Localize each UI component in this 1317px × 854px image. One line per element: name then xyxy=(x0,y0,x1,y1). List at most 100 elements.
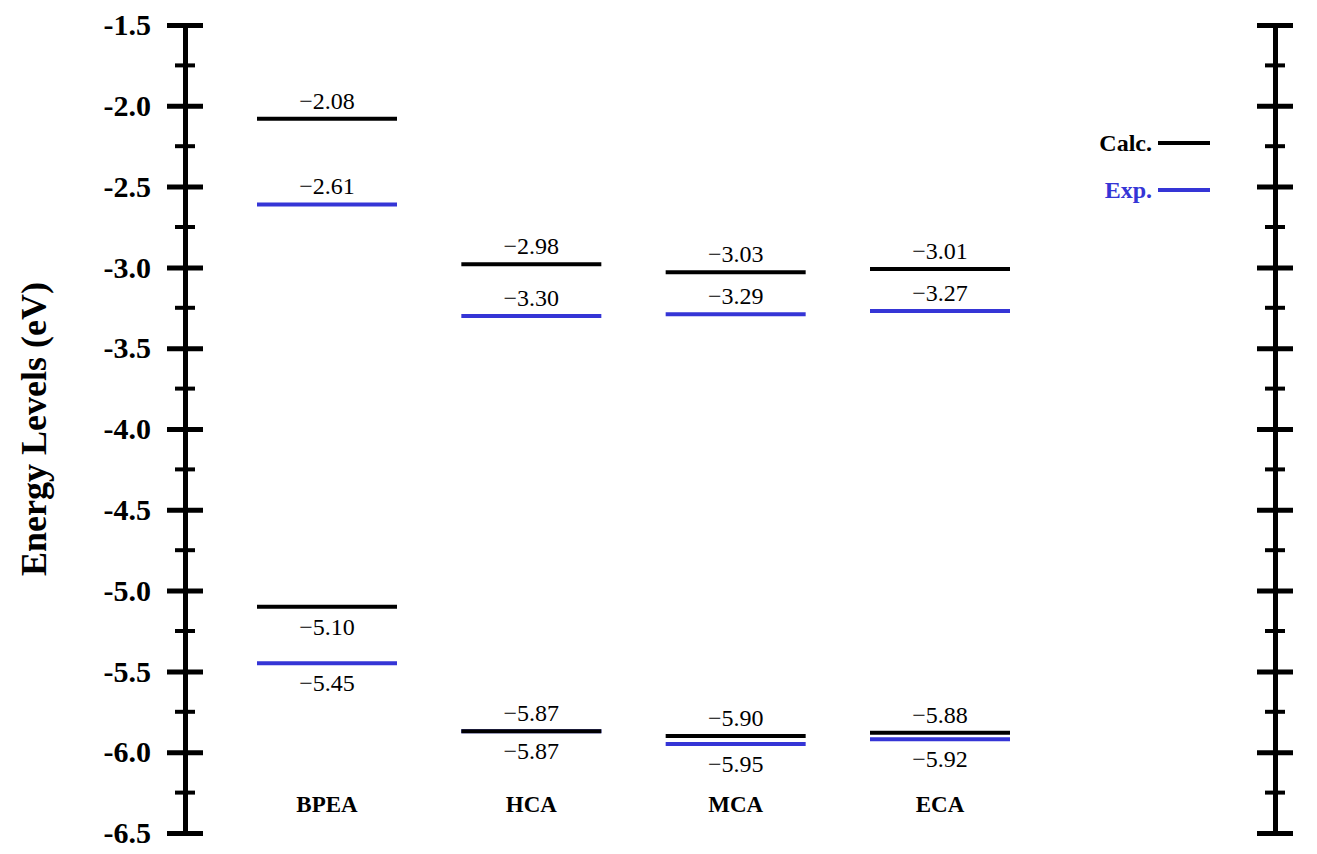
tick-mark xyxy=(1257,427,1293,432)
tick-label: -3.5 xyxy=(104,331,152,364)
tick xyxy=(1257,429,1293,430)
lumo-level xyxy=(870,267,1010,271)
tick-mark xyxy=(1257,23,1293,28)
legend: Calc. Exp. xyxy=(1099,130,1210,203)
data-label: −3.30 xyxy=(504,285,560,311)
minor-tick xyxy=(175,306,195,310)
tick-mark xyxy=(1257,589,1293,594)
y-axis: -6.5-6.0-5.5-5.0-4.5-4.0-3.5-3.0-2.5-2.0… xyxy=(104,8,204,849)
tick xyxy=(1257,187,1293,188)
data-label: −2.61 xyxy=(299,173,355,199)
tick-mark xyxy=(167,831,203,836)
data-label: −3.03 xyxy=(708,241,764,267)
minor-tick xyxy=(175,144,195,148)
lumo-level xyxy=(461,262,601,266)
tick: -4.5 xyxy=(104,493,204,526)
minor-tick xyxy=(1265,467,1285,471)
legend-label: Calc. xyxy=(1099,130,1152,156)
data-label: −2.98 xyxy=(504,233,560,259)
tick: -3.5 xyxy=(104,331,204,364)
minor-tick xyxy=(175,63,195,67)
minor-tick xyxy=(175,548,195,552)
chart: -6.5-6.0-5.5-5.0-4.5-4.0-3.5-3.0-2.5-2.0… xyxy=(0,0,1317,854)
data-label: −5.95 xyxy=(708,751,764,777)
tick-mark xyxy=(1257,185,1293,190)
data-label: −5.45 xyxy=(299,670,355,696)
tick-mark xyxy=(1257,831,1293,836)
minor-ticks xyxy=(1265,65,1285,792)
lumo-level xyxy=(257,202,397,206)
tick-label: -4.0 xyxy=(104,412,152,445)
minor-tick xyxy=(175,629,195,633)
minor-tick xyxy=(1265,791,1285,795)
minor-tick xyxy=(1265,225,1285,229)
data-label: −5.87 xyxy=(504,700,560,726)
tick: -3.0 xyxy=(104,251,204,284)
minor-tick xyxy=(175,791,195,795)
tick xyxy=(1257,267,1293,268)
legend-swatch xyxy=(1158,188,1210,192)
minor-tick xyxy=(1265,710,1285,714)
tick: -5.0 xyxy=(104,574,204,607)
data-label: −3.29 xyxy=(708,283,764,309)
tick-label: -2.0 xyxy=(104,89,152,122)
tick-label: -3.0 xyxy=(104,251,152,284)
homo-level xyxy=(257,605,397,609)
tick xyxy=(1257,591,1293,592)
minor-tick xyxy=(1265,548,1285,552)
tick-label: -4.5 xyxy=(104,493,152,526)
axis-title: Energy Levels (eV) xyxy=(14,282,54,576)
homo-level xyxy=(666,742,806,746)
tick-mark xyxy=(1257,346,1293,351)
minor-tick xyxy=(1265,387,1285,391)
tick-mark xyxy=(1257,104,1293,109)
minor-tick xyxy=(175,387,195,391)
tick: -6.0 xyxy=(104,735,204,768)
data-label: −5.87 xyxy=(504,738,560,764)
minor-tick xyxy=(1265,144,1285,148)
category-labels: BPEAHCAMCAECA xyxy=(296,792,964,817)
tick-mark xyxy=(167,265,203,270)
tick: -4.0 xyxy=(104,412,204,445)
lumo-level xyxy=(461,314,601,318)
data-label: −5.92 xyxy=(912,746,968,772)
y-axis-right xyxy=(1257,26,1293,834)
minor-tick xyxy=(175,710,195,714)
level-labels: −2.08 −2.98 −3.03 −3.01 −5.10 −5.87 −5.90 −5.88… xyxy=(299,88,968,777)
homo-level xyxy=(461,729,601,733)
tick-mark xyxy=(167,589,203,594)
category-label: HCA xyxy=(506,792,558,817)
tick-mark xyxy=(1257,669,1293,674)
tick-label: -6.5 xyxy=(104,816,152,849)
minor-tick xyxy=(1265,63,1285,67)
lumo-level xyxy=(257,117,397,121)
data-label: −5.10 xyxy=(299,614,355,640)
category-label: BPEA xyxy=(296,792,358,817)
tick: -5.5 xyxy=(104,655,204,688)
tick xyxy=(1257,348,1293,349)
minor-tick xyxy=(175,467,195,471)
data-label: −2.08 xyxy=(299,88,355,114)
tick xyxy=(1257,752,1293,753)
tick xyxy=(1257,671,1293,672)
tick xyxy=(1257,833,1293,834)
data-label: −5.90 xyxy=(708,705,764,731)
tick xyxy=(1257,510,1293,511)
legend-label: Exp. xyxy=(1105,177,1152,203)
data-label: −3.27 xyxy=(912,280,968,306)
tick-label: -5.0 xyxy=(104,574,152,607)
lumo-level xyxy=(666,270,806,274)
minor-tick xyxy=(175,225,195,229)
levels xyxy=(257,119,1010,744)
tick-mark xyxy=(1257,750,1293,755)
homo-level xyxy=(666,734,806,738)
tick xyxy=(1257,25,1293,26)
lumo-level xyxy=(870,309,1010,313)
data-label: −3.01 xyxy=(912,238,968,264)
tick: -1.5 xyxy=(104,8,204,41)
homo-level xyxy=(257,661,397,665)
homo-level xyxy=(870,737,1010,741)
tick-label: -1.5 xyxy=(104,8,152,41)
data-label: −5.88 xyxy=(912,702,968,728)
tick-mark xyxy=(167,508,203,513)
